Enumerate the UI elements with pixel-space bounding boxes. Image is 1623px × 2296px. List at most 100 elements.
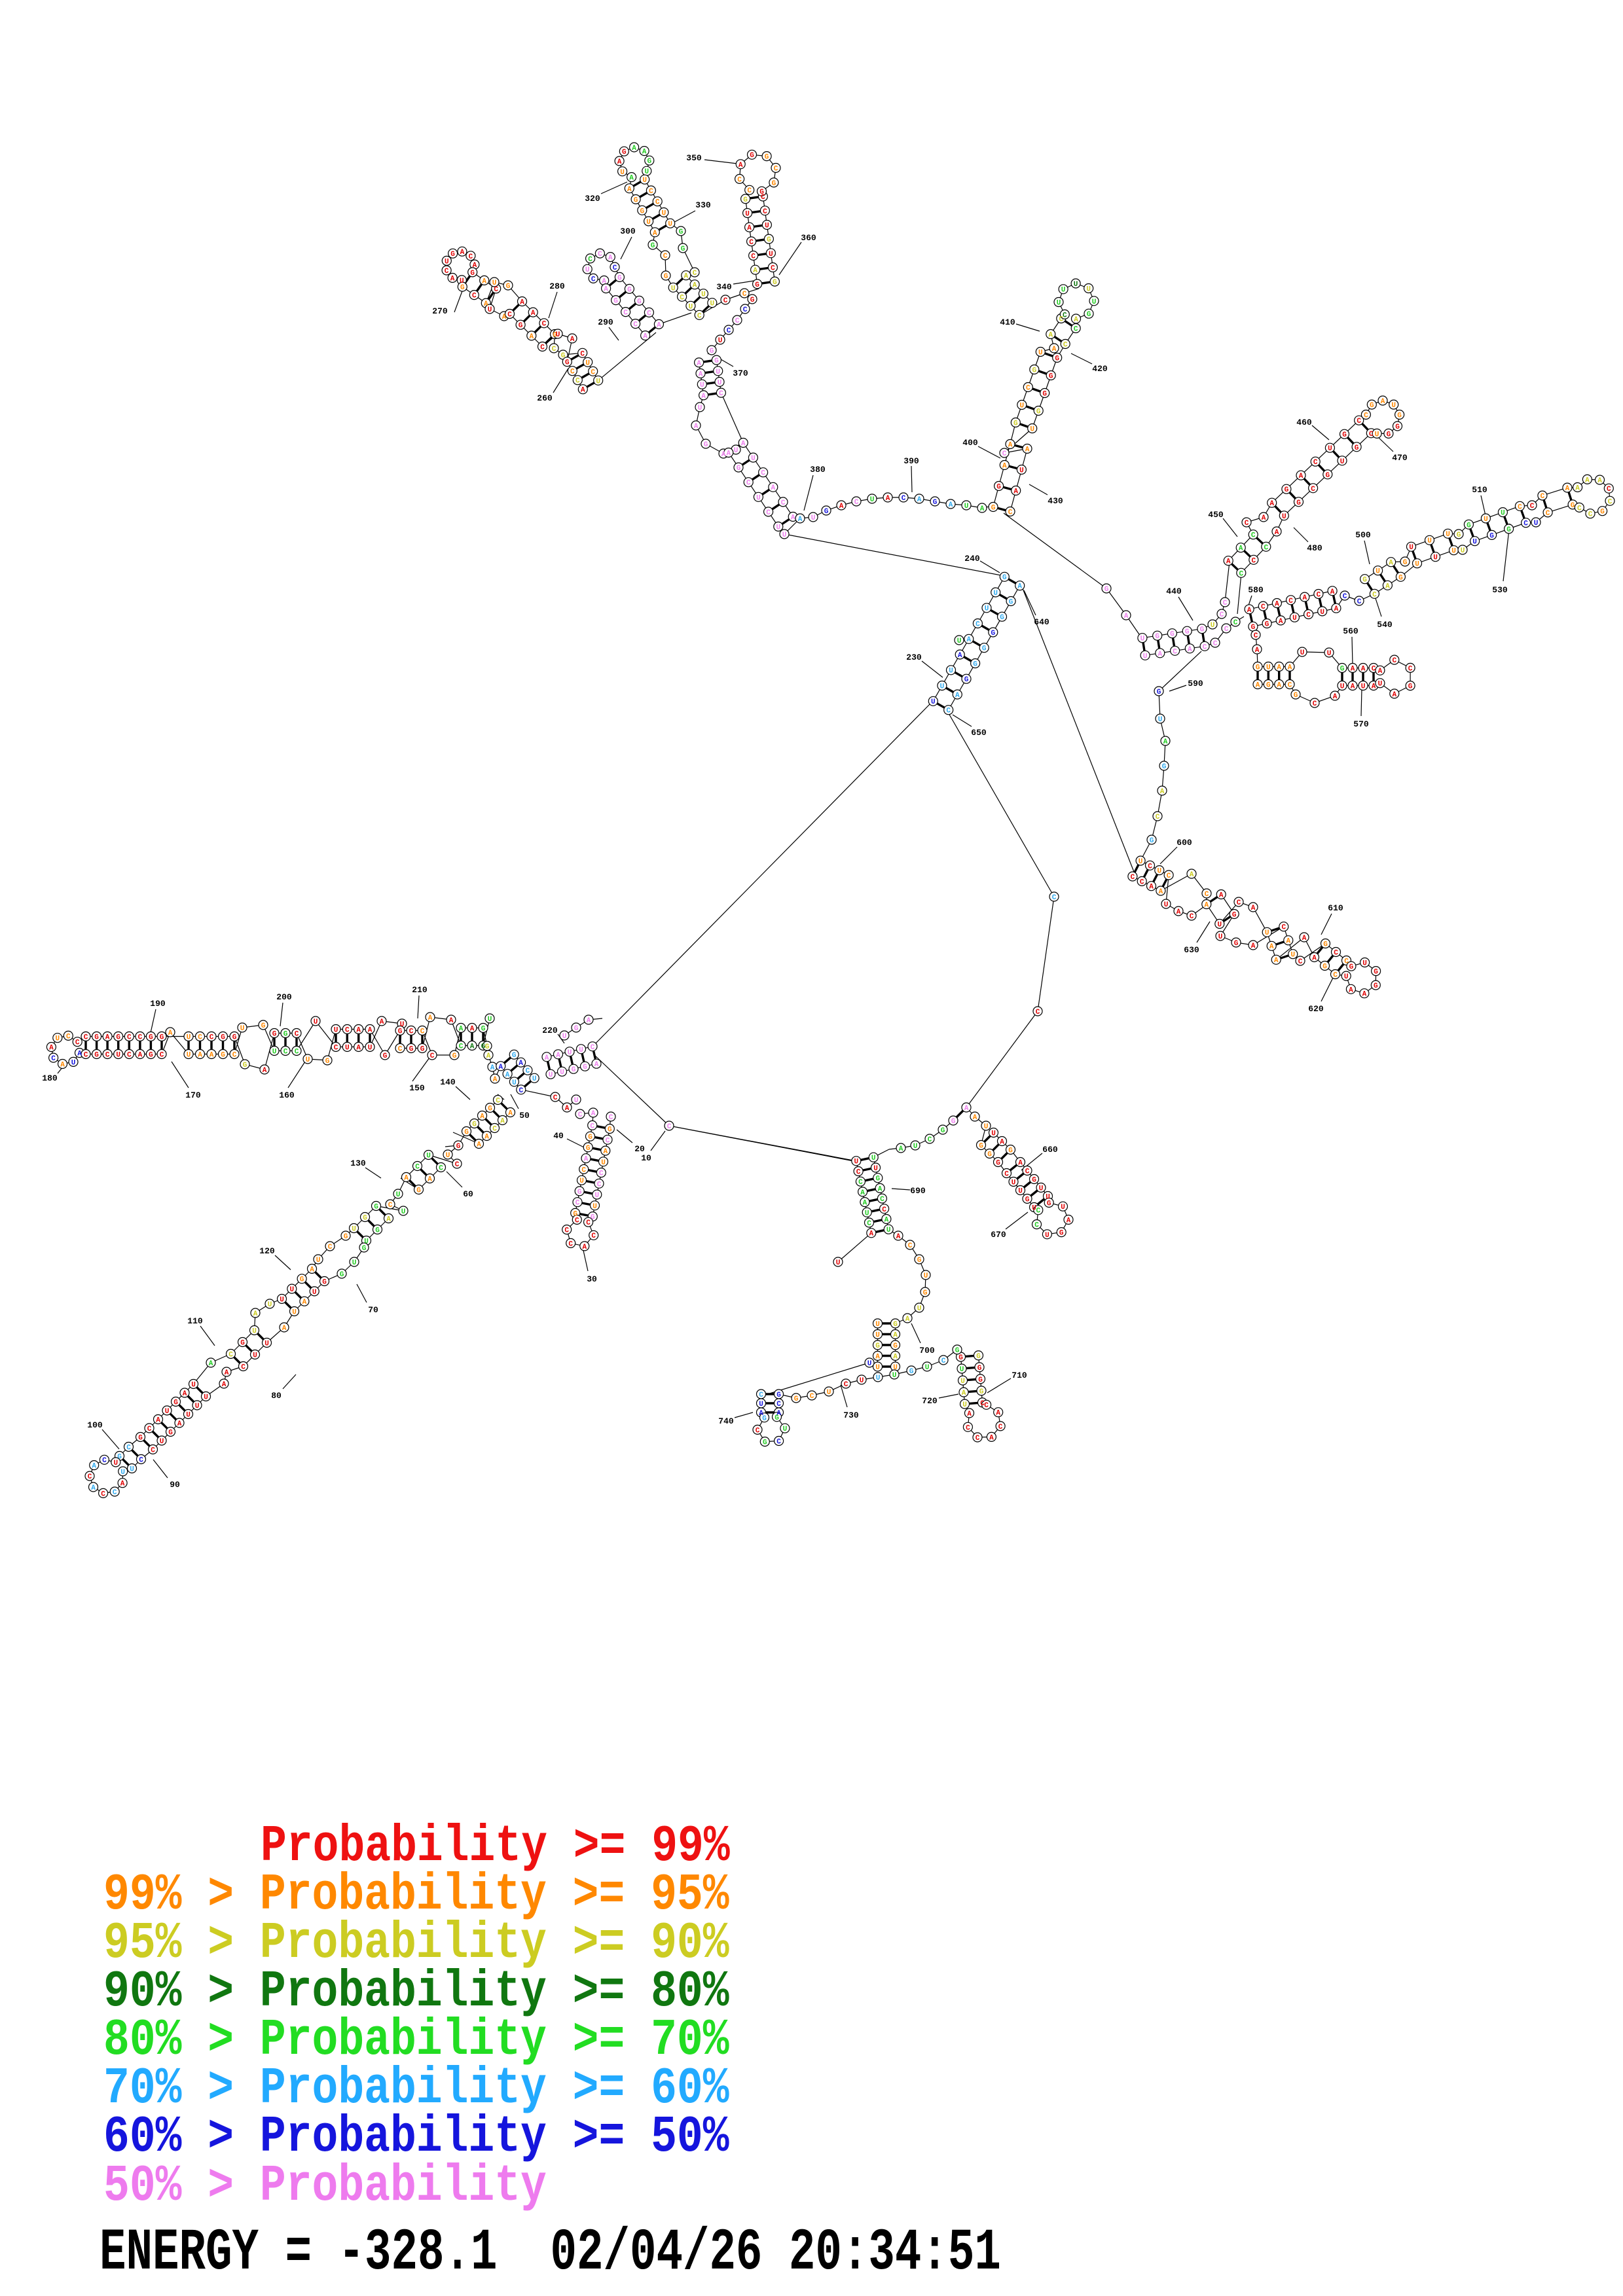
svg-text:G: G [138, 1434, 143, 1442]
svg-text:Probability >= 99%: Probability >= 99% [261, 1817, 730, 1876]
svg-text:U: U [316, 1257, 321, 1265]
svg-text:U: U [1164, 901, 1169, 909]
svg-text:C: C [1203, 643, 1207, 651]
svg-text:A: A [1275, 600, 1279, 608]
svg-text:G: G [485, 1043, 490, 1051]
svg-text:A: A [776, 1410, 781, 1418]
svg-text:U: U [765, 222, 769, 230]
svg-text:A: A [632, 145, 636, 152]
svg-text:U: U [836, 1259, 841, 1267]
svg-text:U: U [1019, 467, 1024, 475]
svg-text:U: U [875, 1321, 880, 1329]
svg-text:C: C [507, 312, 512, 319]
svg-text:A: A [1279, 618, 1283, 626]
svg-text:C: C [1036, 1009, 1040, 1016]
svg-text:C: C [1372, 591, 1377, 599]
svg-text:C: C [588, 256, 593, 264]
svg-text:C: C [1063, 341, 1068, 349]
svg-text:A: A [482, 278, 486, 285]
svg-text:A: A [893, 1332, 898, 1340]
svg-text:500: 500 [1355, 530, 1371, 540]
svg-text:G: G [344, 1233, 348, 1241]
svg-text:U: U [984, 1123, 989, 1131]
svg-text:A: A [1018, 1160, 1023, 1168]
svg-text:G: G [283, 1031, 288, 1039]
svg-text:U: U [875, 1364, 880, 1372]
svg-text:C: C [127, 1034, 132, 1042]
svg-text:G: G [117, 1453, 122, 1461]
svg-text:A: A [721, 451, 726, 459]
svg-text:C: C [469, 253, 473, 261]
svg-text:G: G [1234, 940, 1239, 948]
svg-text:U: U [593, 1203, 597, 1211]
svg-text:U: U [1061, 287, 1066, 295]
svg-text:C: C [1608, 498, 1613, 506]
svg-text:G: G [775, 1414, 779, 1422]
svg-text:C: C [542, 321, 547, 329]
svg-text:A: A [356, 1045, 361, 1052]
svg-text:G: G [991, 630, 995, 637]
svg-text:G: G [1265, 621, 1269, 629]
svg-text:G: G [973, 660, 977, 668]
svg-text:U: U [186, 1412, 191, 1420]
svg-text:A: A [386, 1216, 391, 1224]
svg-text:A: A [1288, 664, 1292, 672]
svg-text:A: A [726, 450, 731, 458]
svg-text:A: A [1575, 485, 1580, 493]
svg-text:C: C [575, 378, 580, 386]
svg-text:G: G [160, 1034, 164, 1042]
svg-text:150: 150 [409, 1083, 425, 1093]
svg-text:U: U [710, 300, 714, 308]
svg-text:U: U [253, 1352, 257, 1360]
svg-text:U: U [925, 1364, 930, 1372]
svg-text:640: 640 [1034, 617, 1049, 627]
svg-text:C: C [1034, 1222, 1039, 1230]
svg-text:A: A [477, 1141, 481, 1149]
svg-text:U: U [1218, 933, 1223, 941]
svg-text:A: A [484, 1134, 489, 1141]
svg-text:U: U [601, 1159, 606, 1167]
svg-text:260: 260 [537, 393, 553, 403]
svg-text:C: C [1148, 863, 1152, 870]
svg-text:U: U [579, 1047, 583, 1054]
svg-text:U: U [396, 1191, 401, 1199]
svg-text:U: U [400, 1021, 405, 1029]
svg-text:G: G [958, 1354, 963, 1362]
svg-text:A: A [1017, 583, 1022, 591]
svg-text:A: A [1333, 693, 1338, 701]
svg-text:U: U [116, 1052, 120, 1060]
svg-text:A: A [878, 1185, 883, 1193]
svg-text:A: A [156, 1416, 160, 1424]
svg-text:A: A [502, 314, 507, 321]
svg-text:C: C [976, 1435, 980, 1443]
svg-text:U: U [1415, 561, 1419, 569]
svg-text:A: A [1052, 346, 1057, 353]
svg-text:C: C [540, 344, 545, 352]
svg-text:C: C [781, 499, 786, 507]
svg-text:710: 710 [1012, 1371, 1027, 1380]
svg-text:U: U [1012, 1179, 1016, 1187]
svg-text:A: A [693, 282, 697, 290]
svg-text:C: C [228, 1351, 233, 1359]
svg-text:U: U [668, 221, 672, 228]
svg-text:G: G [488, 1105, 492, 1113]
svg-text:A: A [1597, 477, 1602, 485]
svg-text:U: U [492, 279, 497, 287]
svg-text:G: G [340, 1271, 344, 1279]
svg-text:700: 700 [919, 1346, 935, 1355]
svg-text:A: A [608, 255, 613, 262]
svg-text:G: G [613, 298, 618, 306]
svg-text:G: G [1362, 577, 1367, 584]
svg-text:G: G [94, 1052, 99, 1060]
svg-text:C: C [756, 1427, 760, 1435]
svg-text:C: C [1607, 486, 1611, 493]
svg-text:U: U [893, 1364, 898, 1372]
svg-text:U: U [1534, 520, 1539, 528]
svg-text:G: G [1506, 526, 1511, 534]
svg-text:300: 300 [620, 226, 636, 236]
svg-text:G: G [1467, 522, 1471, 529]
svg-text:180: 180 [42, 1073, 58, 1083]
svg-text:G: G [149, 1034, 153, 1042]
svg-text:C: C [976, 621, 980, 629]
svg-text:C: C [526, 1067, 530, 1075]
